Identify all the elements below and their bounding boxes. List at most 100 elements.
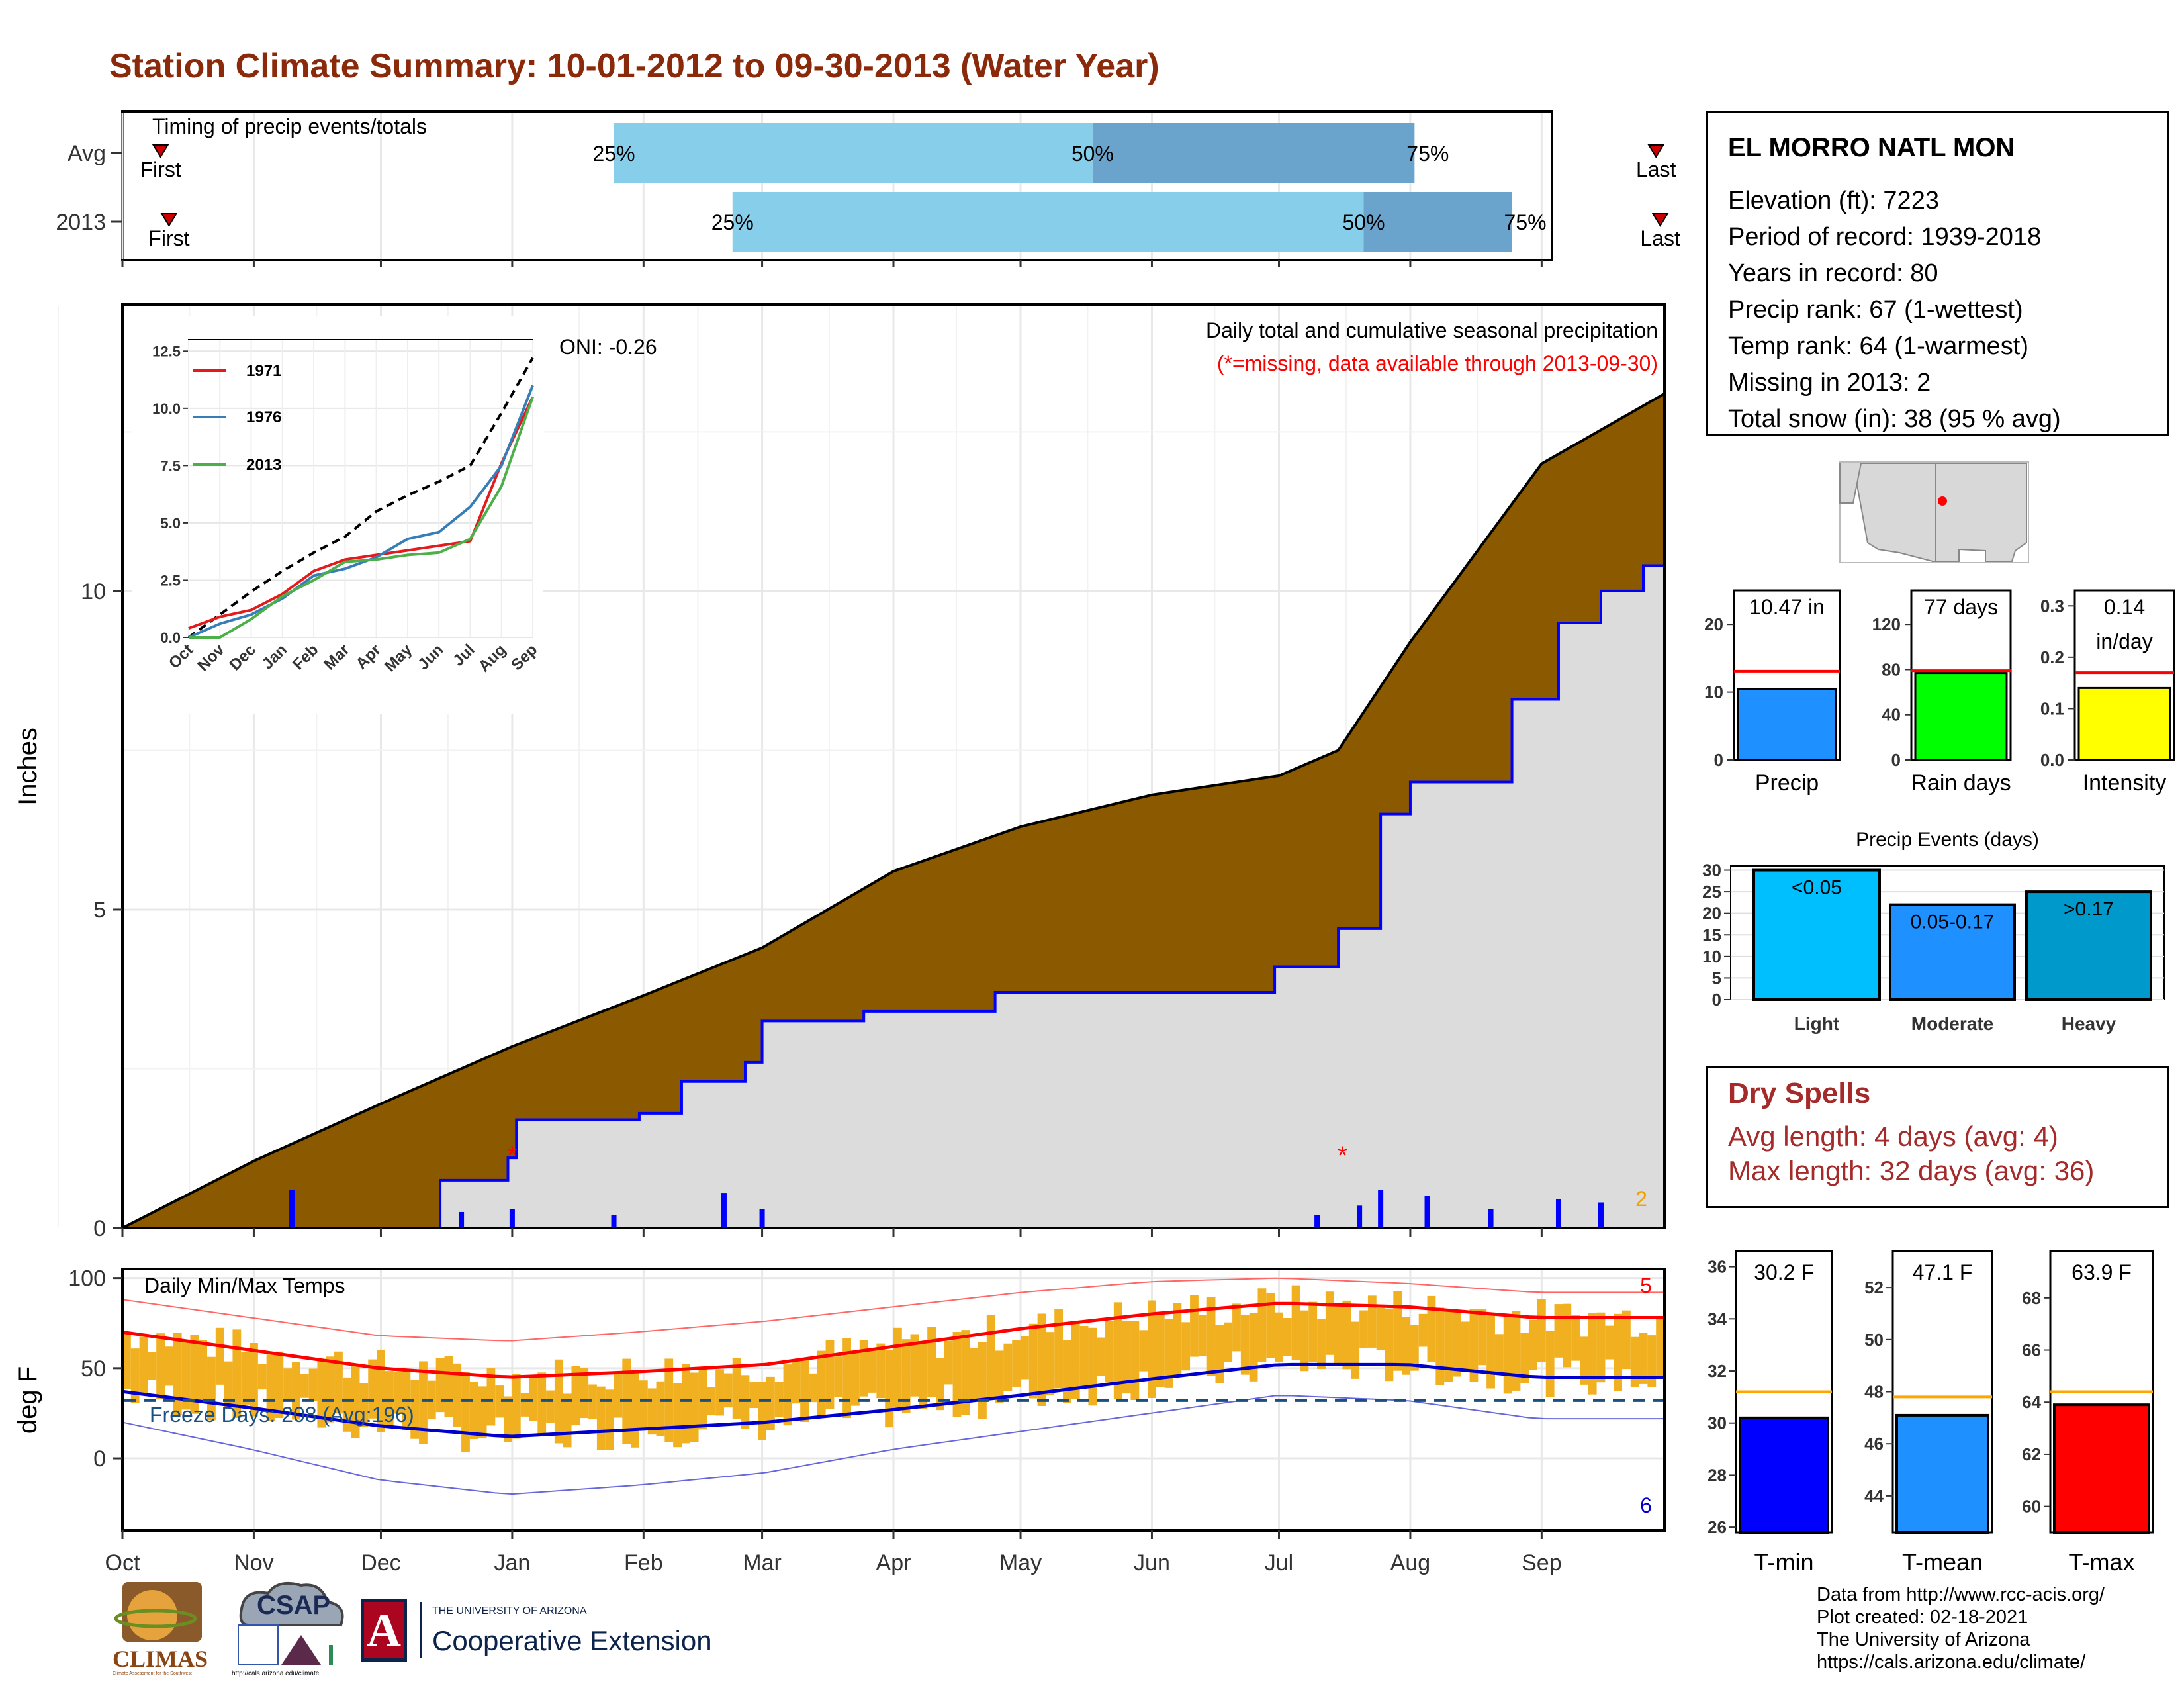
daily-temp-bar	[1249, 1313, 1258, 1382]
temp-content	[122, 1277, 1664, 1495]
temp-summary-ytick-label: 26	[1707, 1517, 1727, 1537]
daily-temp-bar	[978, 1342, 987, 1419]
summary-value-bar	[1914, 672, 2008, 761]
events-bar-label: <0.05	[1792, 877, 1842, 899]
daily-temp-bar	[1088, 1327, 1097, 1406]
month-tick-label: Nov	[234, 1550, 273, 1575]
temp-ylabel: deg F	[13, 1366, 42, 1434]
daily-precip-bar	[1424, 1196, 1430, 1228]
daily-temp-bar	[1113, 1302, 1122, 1399]
daily-temp-bar	[901, 1339, 911, 1413]
temp-summary-ytick-label: 62	[2022, 1444, 2041, 1464]
cumulative-2013-line	[122, 561, 1666, 1229]
daily-temp-bar	[1385, 1308, 1394, 1382]
events-ytick-label: 25	[1702, 882, 1721, 902]
summary-ytick-label: 80	[1882, 659, 1901, 679]
timing-last-label: Last	[1636, 158, 1676, 181]
avg-max-line	[122, 1301, 1664, 1379]
inset-legend-label: 2013	[246, 456, 281, 474]
station-info-box: EL MORRO NATL MON Elevation (ft): 7223 P…	[1706, 111, 2169, 436]
daily-temp-bar	[698, 1369, 707, 1430]
temp-summary-ytick-label: 66	[2022, 1340, 2041, 1360]
station-temp-rank: Temp rank: 64 (1-warmest)	[1728, 332, 2029, 360]
daily-temp-bar	[181, 1340, 191, 1410]
temp-ytick-label: 100	[68, 1266, 106, 1291]
footer-line: Plot created: 02-18-2021	[1817, 1607, 2028, 1628]
daily-temp-bar	[148, 1352, 157, 1380]
record-high-count: 5	[1640, 1274, 1652, 1297]
daily-precip-bar	[289, 1190, 295, 1228]
daily-temp-bar	[792, 1359, 801, 1404]
timing-first-marker	[152, 144, 169, 158]
ua-small-text: THE UNIVERSITY OF ARIZONA	[432, 1605, 587, 1617]
footer-line: The University of Arizona	[1817, 1629, 2030, 1650]
daily-temp-bar	[1571, 1315, 1580, 1361]
temp-summary-value-label: 47.1 F	[1913, 1260, 1973, 1284]
daily-temp-bar	[377, 1349, 385, 1432]
daily-temp-bar	[504, 1396, 512, 1442]
timing-pct-label: 75%	[1504, 211, 1547, 234]
temp-summary-bar	[2053, 1403, 2150, 1534]
timing-pct-label: 25%	[593, 142, 635, 165]
daily-temp-bar	[995, 1350, 1004, 1403]
month-tick-label: Feb	[624, 1550, 663, 1575]
daily-temp-bar	[876, 1343, 886, 1399]
events-ytick-label: 20	[1702, 904, 1721, 923]
timing-bar-q2	[1092, 123, 1415, 183]
temp-summary-ytick-label: 52	[1864, 1278, 1884, 1297]
daily-temp-bar	[850, 1352, 860, 1406]
month-tick-label: Oct	[105, 1550, 140, 1575]
daily-temp-bar	[919, 1342, 928, 1409]
daily-temp-bar	[1232, 1303, 1241, 1352]
daily-temp-bar	[1325, 1291, 1334, 1355]
record-max-line	[122, 1277, 1664, 1342]
footer-credits: Data from http://www.rcc-acis.org/ Plot …	[1817, 1583, 2105, 1673]
daily-temp-bar	[165, 1346, 173, 1386]
timing-last-label: Last	[1640, 226, 1680, 250]
daily-temp-bar	[1003, 1343, 1013, 1391]
dry-spells-max: Max length: 32 days (avg: 36)	[1728, 1155, 2095, 1186]
daily-temp-bar	[1240, 1315, 1250, 1375]
daily-temp-bar	[1512, 1311, 1521, 1391]
daily-temp-bar	[944, 1340, 953, 1385]
climas-logo: CLIMAS Climate Assessment for the Southw…	[109, 1579, 222, 1678]
daily-temp-bar	[342, 1377, 351, 1432]
daily-temp-bar	[673, 1383, 682, 1448]
summary-ytick-label: 0	[1714, 750, 1723, 770]
daily-temp-bar	[1402, 1317, 1410, 1375]
daily-temp-bar	[292, 1362, 300, 1420]
daily-temp-bar	[1444, 1311, 1453, 1382]
cumulative-2013-area	[122, 561, 1664, 1228]
daily-temp-bar	[1342, 1300, 1351, 1370]
summary-ytick-label: 40	[1882, 705, 1901, 725]
daily-temp-bar	[461, 1372, 470, 1452]
precip-note: (*=missing, data available through 2013-…	[1217, 352, 1658, 375]
timing-last-marker	[1651, 213, 1669, 227]
events-bar	[1752, 868, 1881, 1001]
timing-pct-label: 50%	[1071, 142, 1114, 165]
temp-summary-ytick-label: 46	[1864, 1434, 1884, 1454]
events-ytick-label: 5	[1712, 968, 1721, 988]
station-location-marker	[1938, 496, 1947, 506]
temp-ytick-label: 0	[93, 1446, 106, 1472]
daily-temp-bar	[1545, 1331, 1555, 1397]
events-category-label: Heavy	[2062, 1013, 2116, 1034]
daily-temp-bar	[1334, 1303, 1343, 1364]
daily-temp-bar	[1359, 1310, 1368, 1348]
daily-temp-bar	[758, 1381, 766, 1440]
ua-extension-logo: A THE UNIVERSITY OF ARIZONA Cooperative …	[361, 1599, 731, 1671]
daily-temp-bar	[1063, 1340, 1071, 1404]
daily-temp-bar	[1215, 1325, 1224, 1383]
daily-temp-bar	[1037, 1313, 1046, 1406]
daily-temp-bar	[1173, 1303, 1182, 1377]
station-years: Years in record: 80	[1728, 259, 1938, 287]
temp-axes: 0 50 100 Oct Nov Dec Jan Feb Mar Apr May Jun Jul Aug S…	[68, 1266, 1561, 1575]
footer-line: https://cals.arizona.edu/climate/	[1817, 1652, 2086, 1673]
daily-temp-bar	[241, 1352, 250, 1405]
daily-temp-bar	[139, 1336, 148, 1394]
summary-value-bar	[1737, 688, 1837, 761]
events-ytick-label: 30	[1702, 861, 1721, 880]
timing-last-marker	[1647, 144, 1664, 158]
